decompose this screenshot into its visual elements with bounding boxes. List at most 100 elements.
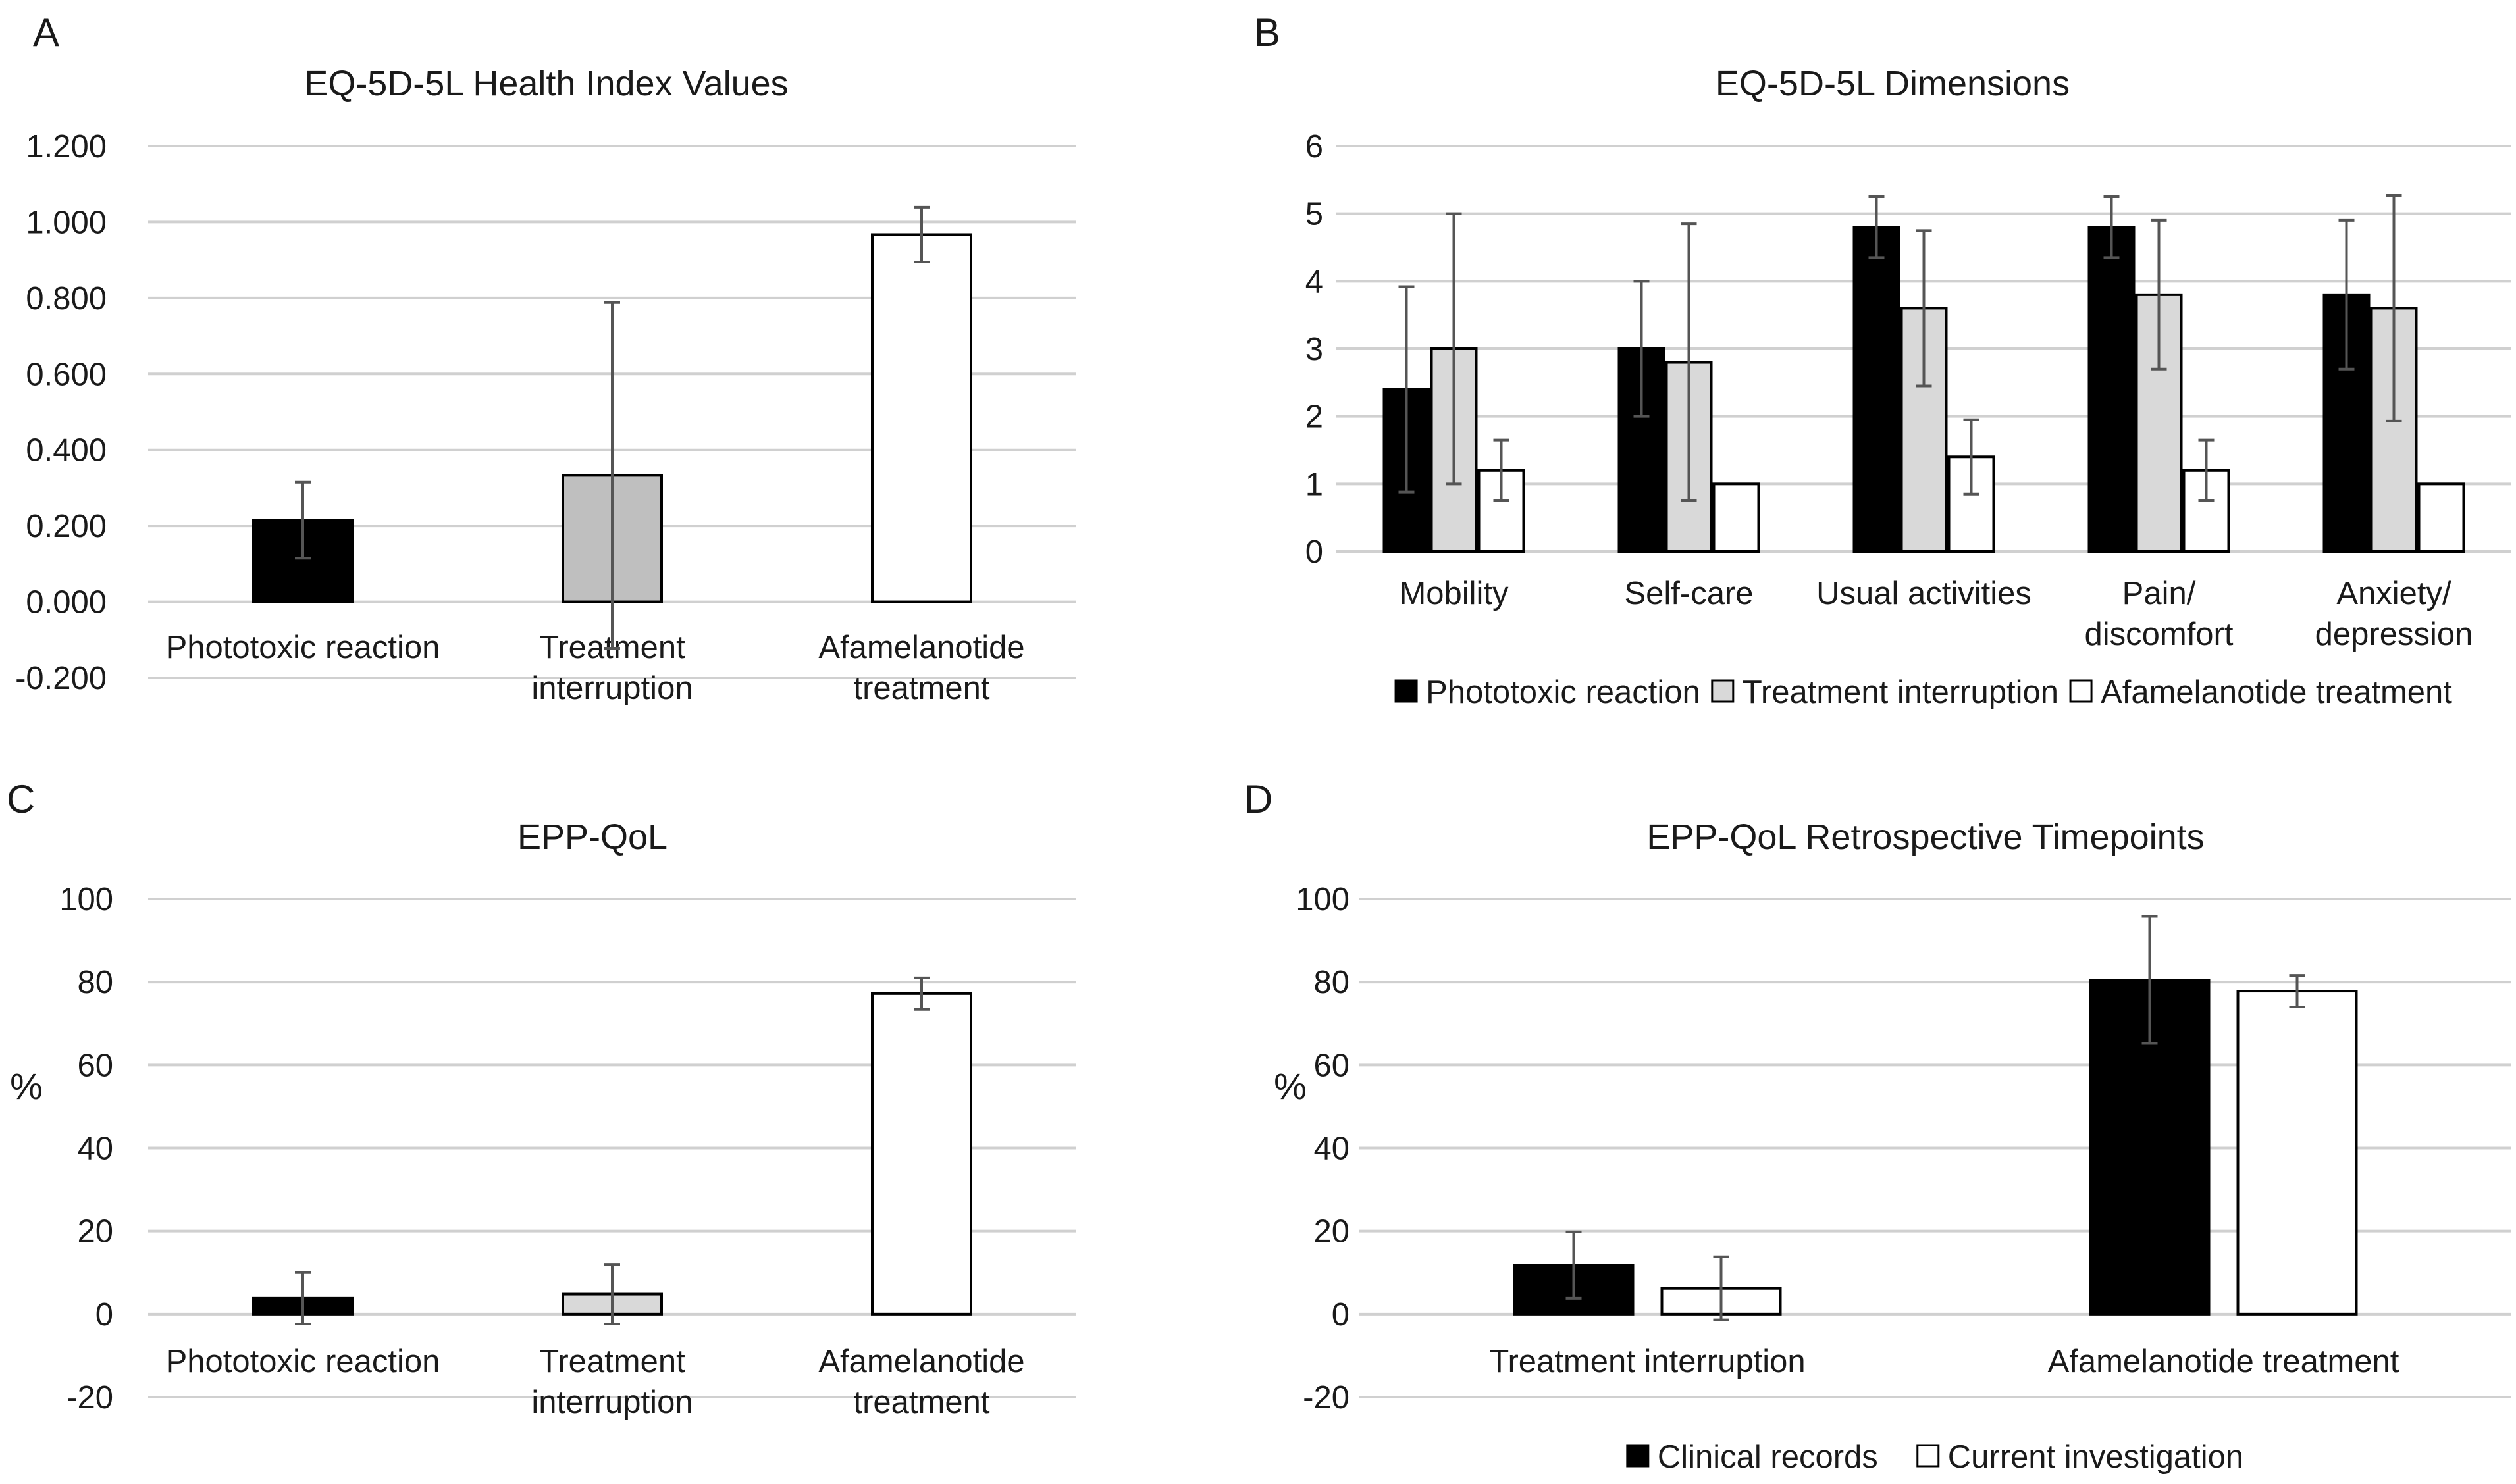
x-tick-label: Afamelanotide treatment [2048, 1344, 2399, 1379]
x-tick-label: Phototoxic reaction [166, 1344, 440, 1379]
x-tick-label: discomfort [2084, 617, 2233, 652]
plot-area: -20 0 20 40 60 80 100 Phototoxic reaction Treatm… [59, 882, 1076, 1420]
legend-swatch [1916, 1444, 1940, 1468]
y-tick-label: 5 [1305, 197, 1323, 232]
y-tick-label: 3 [1305, 332, 1323, 367]
error-bar [1398, 285, 1415, 494]
y-axis-label: % [1274, 1065, 1307, 1107]
y-tick-label: 60 [1313, 1048, 1350, 1083]
panel-letter: D [1244, 777, 1272, 821]
legend-label: Afamelanotide treatment [2101, 675, 2452, 710]
bar [2417, 482, 2465, 553]
error-bar [295, 1271, 311, 1325]
x-tick-label: Treatment [539, 1344, 685, 1379]
x-tick-label: treatment [854, 671, 990, 706]
panel-letter: A [33, 11, 59, 55]
y-tick-label: 6 [1305, 129, 1323, 165]
error-bar [1633, 280, 1650, 418]
bar [2089, 979, 2211, 1316]
error-bar [2141, 915, 2158, 1045]
y-tick-label: 0.800 [26, 281, 107, 317]
legend-swatch [1711, 679, 1735, 703]
y-tick-label: 80 [77, 965, 113, 1000]
panel-a: A EQ-5D-5L Health Index Values -0.200 0.0… [15, 11, 1076, 706]
legend-item: Treatment interruption [1711, 675, 2058, 710]
y-tick-label: 40 [1313, 1131, 1350, 1167]
error-bar [1493, 438, 1509, 502]
x-tick-label: Usual activities [1816, 576, 2031, 611]
y-tick-label: 80 [1313, 965, 1350, 1000]
y-tick-label: 0.400 [26, 433, 107, 469]
y-tick-label: 1 [1305, 467, 1323, 502]
legend-item: Clinical records [1626, 1439, 1878, 1475]
y-tick-label: 60 [77, 1048, 113, 1083]
panel-d: D EPP-QoL Retrospective Timepoints % -20… [1244, 777, 2511, 1475]
chart-title: EPP-QoL [517, 817, 668, 857]
bar [2087, 226, 2136, 553]
y-tick-label: 0.200 [26, 509, 107, 544]
y-tick-label: 1.000 [26, 205, 107, 240]
x-tick-label: Pain/ [2122, 576, 2196, 611]
error-bar [2338, 218, 2355, 371]
plot-area: -0.200 0.000 0.200 0.400 0.600 0.800 1.000 1.20… [15, 129, 1076, 706]
x-tick-label: Mobility [1399, 576, 1509, 611]
x-tick-label: Self-care [1624, 576, 1753, 611]
legend: Clinical records Current investigation [1626, 1439, 2243, 1475]
y-tick-label: 0 [1332, 1297, 1350, 1333]
plot-area: 0 1 2 3 4 5 6 Mobility Self-care Usual activities… [1305, 129, 2511, 710]
panel-letter: C [7, 777, 35, 821]
error-bar [604, 1263, 620, 1325]
error-bar [1916, 229, 1932, 388]
y-tick-label: -20 [1303, 1380, 1350, 1416]
error-bar [604, 301, 620, 650]
bar [2236, 990, 2358, 1316]
legend-item: Current investigation [1916, 1439, 2243, 1475]
bar [871, 233, 972, 603]
x-tick-label: Afamelanotide [818, 1344, 1024, 1379]
plot-area: -20 0 20 40 60 80 100 Treatment interruption Afa… [1296, 882, 2511, 1475]
y-tick-label: 40 [77, 1131, 113, 1167]
panel-b: B EQ-5D-5L Dimensions 0 1 2 3 4 5 6 Mobility Sel… [1254, 11, 2511, 710]
legend: Phototoxic reaction Treatment interruptio… [1394, 675, 2452, 710]
y-tick-label: 1.200 [26, 129, 107, 165]
y-tick-label: 4 [1305, 264, 1323, 299]
y-tick-label: 0 [95, 1297, 113, 1333]
error-bar [295, 480, 311, 560]
x-tick-label: Anxiety/ [2336, 576, 2451, 611]
legend-item: Afamelanotide treatment [2069, 675, 2452, 710]
legend-swatch [1394, 679, 1418, 703]
x-tick-label: interruption [531, 671, 693, 706]
bar [1852, 226, 1900, 553]
legend-label: Current investigation [1948, 1439, 2243, 1475]
error-bar [2151, 218, 2167, 371]
error-bar [1963, 418, 1979, 496]
x-tick-label: Afamelanotide [818, 630, 1024, 665]
y-tick-label: 0.600 [26, 357, 107, 392]
y-tick-label: 20 [77, 1214, 113, 1250]
y-tick-label: 20 [1313, 1214, 1350, 1250]
error-bar [1681, 222, 1697, 502]
error-bar [1446, 212, 1462, 486]
x-tick-label: interruption [531, 1385, 693, 1420]
x-tick-label: Phototoxic reaction [166, 630, 440, 665]
error-bar [1565, 1230, 1582, 1300]
chart-title: EQ-5D-5L Dimensions [1716, 64, 2070, 103]
error-bar [914, 205, 930, 264]
error-bar [1713, 1255, 1729, 1321]
error-bar [2289, 974, 2305, 1009]
legend-swatch [2069, 679, 2093, 703]
chart-title: EPP-QoL Retrospective Timepoints [1646, 817, 2204, 857]
y-tick-label: -0.200 [15, 661, 107, 696]
x-tick-label: treatment [854, 1385, 990, 1420]
bar [1712, 482, 1760, 553]
y-tick-label: 0.000 [26, 585, 107, 621]
legend-label: Treatment interruption [1743, 675, 2058, 710]
y-tick-label: -20 [66, 1380, 113, 1416]
legend-label: Clinical records [1658, 1439, 1878, 1475]
error-bar [2103, 195, 2120, 259]
legend-label: Phototoxic reaction [1426, 675, 1700, 710]
chart-title: EQ-5D-5L Health Index Values [304, 64, 788, 103]
x-tick-label: Treatment interruption [1489, 1344, 1805, 1379]
y-tick-label: 2 [1305, 399, 1323, 435]
